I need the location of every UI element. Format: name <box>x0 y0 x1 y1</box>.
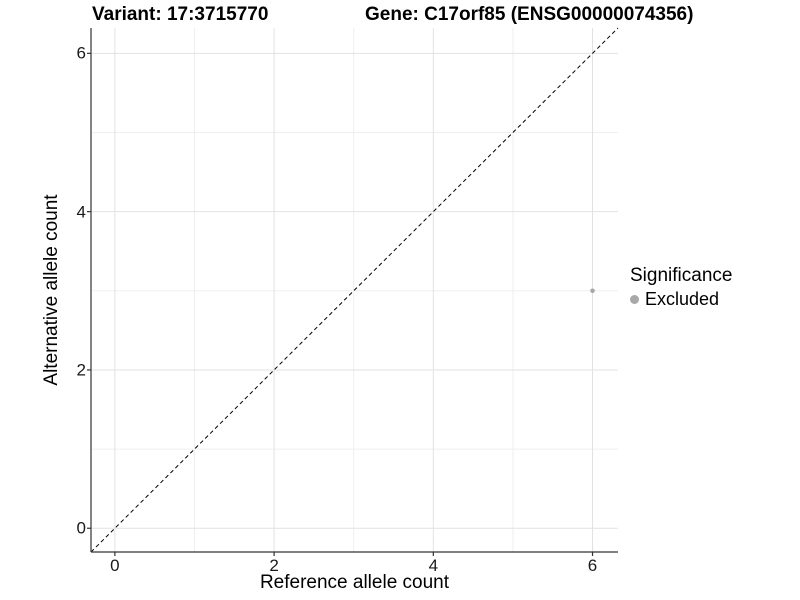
legend-item-label: Excluded <box>645 289 720 309</box>
legend-point-icon <box>630 295 639 304</box>
y-tick-label-4: 4 <box>76 202 86 222</box>
x-tick-label-6: 6 <box>587 556 598 575</box>
data-point <box>590 288 595 294</box>
plot-title-variant: Variant: 17:3715770 <box>92 4 269 25</box>
identity-line <box>90 27 619 553</box>
y-axis-title: Alternative allele count <box>41 194 62 386</box>
x-axis-title: Reference allele count <box>259 572 450 593</box>
legend-title: Significance <box>630 265 733 286</box>
x-tick-label-4: 4 <box>428 556 439 575</box>
y-tick-label-0: 0 <box>76 518 86 538</box>
x-tick-label-0: 0 <box>110 556 120 575</box>
y-tick-label-6: 6 <box>76 43 86 63</box>
x-tick-label-2: 2 <box>269 556 279 575</box>
plot-title-gene: Gene: C17orf85 (ENSG00000074356) <box>365 4 694 25</box>
legend: Significance Excluded <box>630 265 732 310</box>
legend-item-excluded: Excluded <box>630 289 732 310</box>
y-tick-label-2: 2 <box>76 360 86 380</box>
